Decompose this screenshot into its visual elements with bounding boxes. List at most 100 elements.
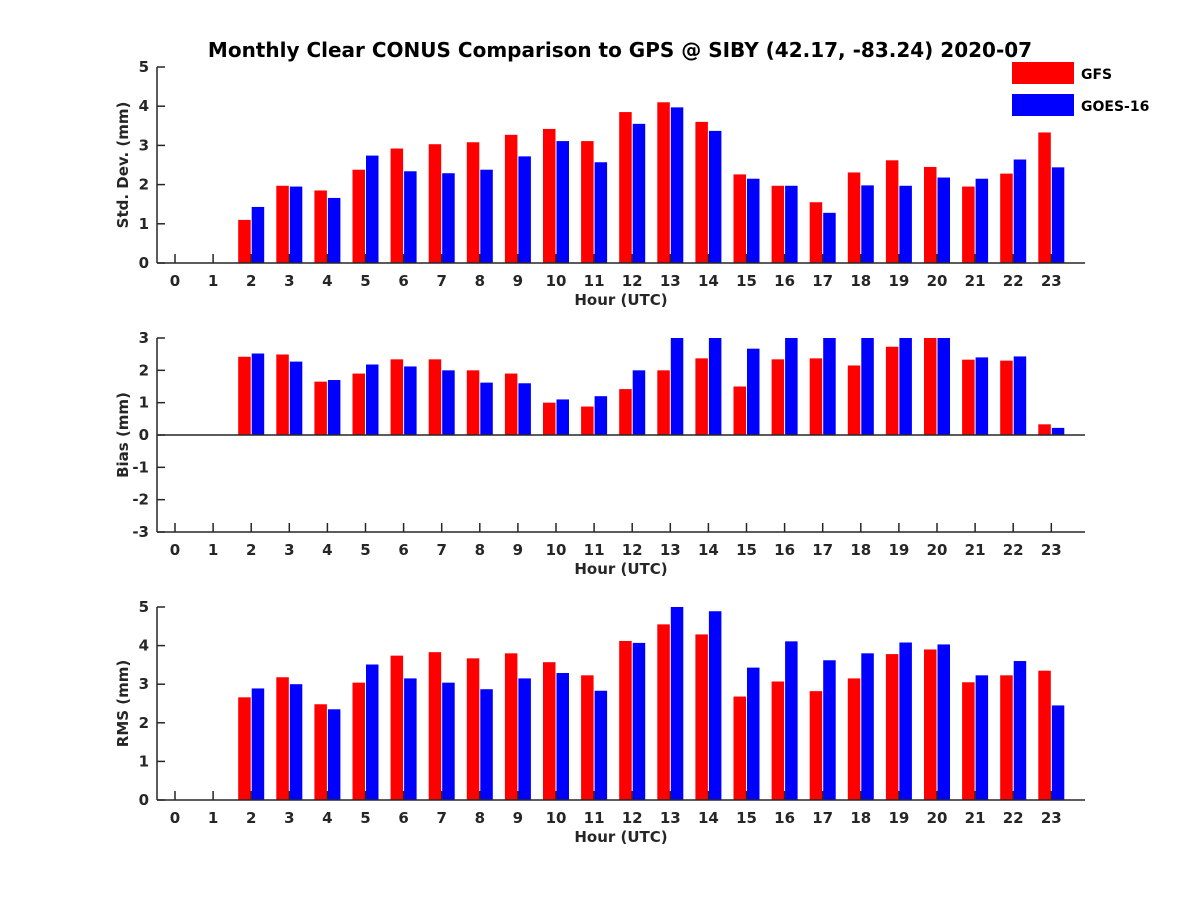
bar-gfs-hour-23 xyxy=(1038,424,1051,435)
x-tick-label: 7 xyxy=(436,272,446,290)
x-tick-label: 17 xyxy=(812,541,833,559)
bar-goes-16-hour-14 xyxy=(708,611,722,800)
bar-goes-16-hour-4 xyxy=(327,709,341,800)
x-tick-label: 6 xyxy=(398,809,408,827)
bar-goes-16-hour-12 xyxy=(632,123,646,263)
y-axis-label: RMS (mm) xyxy=(114,660,132,747)
bar-gfs-hour-21 xyxy=(962,359,975,435)
x-tick-label: 12 xyxy=(622,541,643,559)
x-axis-label: Hour (UTC) xyxy=(574,291,667,309)
x-tick-label: 17 xyxy=(812,272,833,290)
bar-goes-16-hour-14 xyxy=(708,130,722,263)
x-tick-label: 0 xyxy=(170,809,180,827)
y-tick-label: 4 xyxy=(139,97,149,115)
bar-gfs-hour-2 xyxy=(238,219,251,263)
bar-goes-16-hour-19 xyxy=(899,185,912,263)
bar-gfs-hour-4 xyxy=(314,190,327,263)
x-tick-label: 15 xyxy=(736,809,757,827)
bar-goes-16-hour-3 xyxy=(289,684,303,800)
x-tick-label: 19 xyxy=(888,541,909,559)
x-tick-label: 20 xyxy=(927,541,948,559)
y-tick-label: 2 xyxy=(139,361,149,379)
x-tick-label: 18 xyxy=(850,272,871,290)
bar-goes-16-hour-4 xyxy=(327,380,341,435)
x-tick-label: 17 xyxy=(812,809,833,827)
x-tick-label: 5 xyxy=(360,809,370,827)
bar-gfs-hour-7 xyxy=(428,359,442,435)
bar-gfs-hour-15 xyxy=(733,174,746,263)
bar-goes-16-hour-18 xyxy=(861,185,874,263)
bar-gfs-hour-3 xyxy=(276,185,289,263)
y-tick-label: 2 xyxy=(139,714,149,732)
bar-gfs-hour-9 xyxy=(504,653,518,800)
x-tick-label: 2 xyxy=(246,809,256,827)
y-tick-label: 1 xyxy=(139,215,149,233)
bar-gfs-hour-11 xyxy=(581,406,594,435)
bar-gfs-hour-17 xyxy=(809,358,823,435)
bar-goes-16-hour-7 xyxy=(442,370,455,435)
bar-goes-16-hour-16 xyxy=(785,338,798,435)
x-tick-label: 11 xyxy=(584,809,605,827)
x-tick-label: 19 xyxy=(888,809,909,827)
x-tick-label: 8 xyxy=(475,541,485,559)
y-tick-label: 2 xyxy=(139,176,149,194)
bar-gfs-hour-14 xyxy=(695,358,708,435)
x-tick-label: 23 xyxy=(1041,272,1062,290)
x-tick-label: 15 xyxy=(736,541,757,559)
bar-goes-16-hour-2 xyxy=(251,688,265,800)
bar-goes-16-hour-23 xyxy=(1051,167,1065,263)
x-axis-label: Hour (UTC) xyxy=(574,560,667,578)
legend: GFS GOES-16 xyxy=(1012,62,1149,116)
x-tick-label: 15 xyxy=(736,272,757,290)
bar-gfs-hour-12 xyxy=(619,640,632,800)
y-tick-label: 0 xyxy=(139,426,149,444)
bar-gfs-hour-19 xyxy=(885,346,899,435)
x-tick-label: 1 xyxy=(208,272,218,290)
bar-goes-16-hour-17 xyxy=(823,338,836,435)
bar-goes-16-hour-3 xyxy=(289,186,303,263)
legend-label-goes-16: GOES-16 xyxy=(1081,99,1149,115)
bar-goes-16-hour-10 xyxy=(556,673,569,800)
bar-gfs-hour-13 xyxy=(657,624,670,800)
x-tick-label: 18 xyxy=(850,809,871,827)
bar-goes-16-hour-2 xyxy=(251,206,265,263)
bar-goes-16-hour-21 xyxy=(975,357,989,435)
x-tick-label: 9 xyxy=(513,541,523,559)
bar-gfs-hour-10 xyxy=(543,662,556,800)
bar-goes-16-hour-11 xyxy=(594,162,608,263)
bar-goes-16-hour-3 xyxy=(289,361,303,435)
x-tick-label: 5 xyxy=(360,272,370,290)
bar-goes-16-hour-19 xyxy=(899,642,912,800)
bar-gfs-hour-15 xyxy=(733,386,746,435)
bar-goes-16-hour-15 xyxy=(747,667,760,800)
bar-goes-16-hour-9 xyxy=(518,383,531,435)
x-tick-label: 7 xyxy=(436,541,446,559)
bar-gfs-hour-6 xyxy=(390,148,404,263)
bar-goes-16-hour-2 xyxy=(251,353,265,435)
bar-goes-16-hour-6 xyxy=(404,678,417,800)
x-tick-label: 7 xyxy=(436,809,446,827)
x-tick-label: 12 xyxy=(622,272,643,290)
bar-goes-16-hour-9 xyxy=(518,156,531,263)
bar-goes-16-hour-21 xyxy=(975,675,989,800)
x-tick-label: 8 xyxy=(475,809,485,827)
y-tick-label: -2 xyxy=(132,491,149,509)
bar-gfs-hour-21 xyxy=(962,186,975,263)
bar-gfs-hour-18 xyxy=(847,172,861,263)
y-tick-label: -1 xyxy=(132,458,149,476)
x-tick-label: 0 xyxy=(170,541,180,559)
x-tick-label: 6 xyxy=(398,541,408,559)
bar-goes-16-hour-19 xyxy=(899,338,912,435)
x-tick-label: 16 xyxy=(774,272,795,290)
x-tick-label: 2 xyxy=(246,272,256,290)
bar-gfs-hour-4 xyxy=(314,704,327,800)
x-tick-label: 4 xyxy=(322,541,332,559)
bar-goes-16-hour-17 xyxy=(823,660,836,800)
x-tick-label: 4 xyxy=(322,809,332,827)
bar-goes-16-hour-14 xyxy=(708,338,722,435)
bar-gfs-hour-6 xyxy=(390,655,404,800)
bar-goes-16-hour-18 xyxy=(861,338,874,435)
bar-gfs-hour-23 xyxy=(1038,670,1051,800)
